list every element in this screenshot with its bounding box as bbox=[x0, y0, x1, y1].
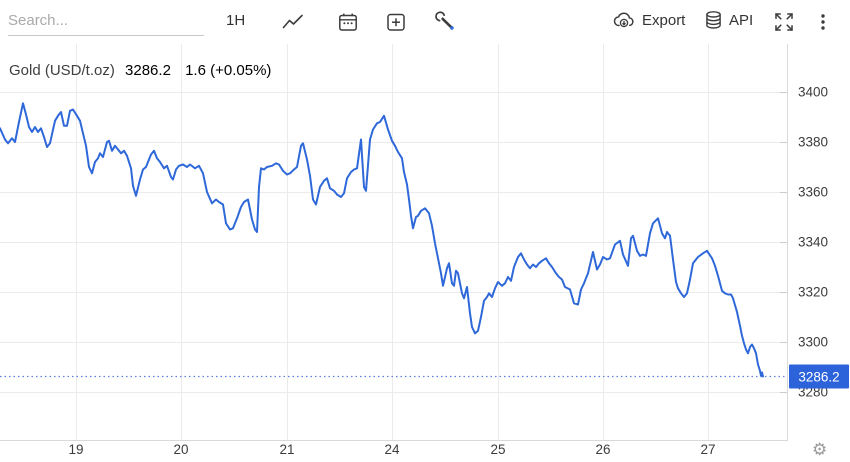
x-axis-label: 24 bbox=[384, 442, 400, 457]
x-axis-label: 19 bbox=[68, 442, 83, 457]
expand-icon bbox=[775, 13, 793, 31]
search-box bbox=[8, 8, 204, 36]
search-input[interactable] bbox=[8, 8, 204, 36]
wrench-icon bbox=[435, 11, 454, 30]
line-chart-icon bbox=[282, 14, 303, 29]
chart-type-button[interactable] bbox=[280, 9, 306, 35]
cloud-download-icon bbox=[613, 12, 634, 28]
toolbar: 1H bbox=[0, 0, 850, 44]
x-axis-label: 26 bbox=[595, 442, 610, 457]
y-axis-label: 3320 bbox=[798, 285, 828, 300]
database-icon bbox=[706, 11, 721, 29]
current-price-badge bbox=[789, 364, 849, 389]
api-button[interactable]: API bbox=[704, 10, 753, 30]
label-clip bbox=[788, 396, 850, 409]
current-price-badge-label: 3286.2 bbox=[798, 369, 839, 384]
x-axis-label: 21 bbox=[279, 442, 294, 457]
y-axis-label: 3380 bbox=[798, 135, 828, 150]
y-axis-label: 3340 bbox=[798, 235, 828, 250]
settings-gear-icon[interactable]: ⚙ bbox=[812, 440, 828, 459]
last-price: 3286.2 bbox=[125, 62, 171, 79]
y-axis-label: 3400 bbox=[798, 85, 828, 100]
price-change: 1.6 (+0.05%) bbox=[185, 62, 272, 79]
instrument-header: Gold (USD/t.oz) 3286.2 1.6 (+0.05%) bbox=[9, 62, 271, 79]
add-indicator-button[interactable] bbox=[383, 9, 409, 35]
add-square-icon bbox=[387, 13, 405, 31]
instrument-name: Gold (USD/t.oz) bbox=[9, 62, 115, 79]
x-axis-label: 25 bbox=[490, 442, 505, 457]
price-line-series bbox=[0, 102, 764, 378]
api-label: API bbox=[729, 11, 754, 29]
y-axis-label: 3300 bbox=[798, 335, 828, 350]
date-range-button[interactable] bbox=[335, 9, 361, 35]
more-menu-button[interactable] bbox=[812, 9, 834, 35]
kebab-menu-icon bbox=[821, 14, 825, 30]
x-axis-label: 27 bbox=[700, 442, 715, 457]
interval-button[interactable]: 1H bbox=[226, 12, 246, 29]
export-label: Export bbox=[642, 11, 686, 29]
y-axis-label: 3360 bbox=[798, 185, 828, 200]
tools-button[interactable] bbox=[433, 9, 459, 35]
calendar-icon bbox=[339, 13, 357, 31]
fullscreen-button[interactable] bbox=[771, 9, 797, 35]
export-button[interactable]: Export bbox=[612, 10, 685, 30]
x-axis-label: 20 bbox=[173, 442, 188, 457]
